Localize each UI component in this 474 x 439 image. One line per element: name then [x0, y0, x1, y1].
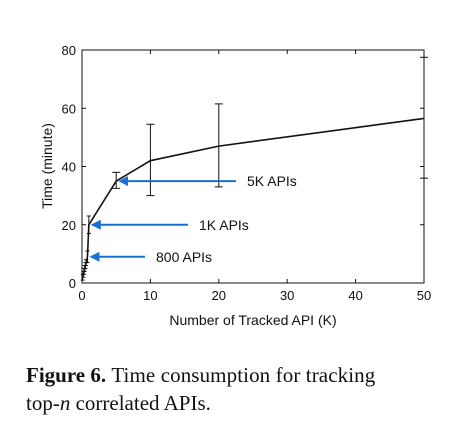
annotation-layer: 5K APIs 1K APIs 800 APIs [89, 173, 297, 265]
caption-label: Figure 6. [26, 363, 107, 387]
y-tick-label: 40 [62, 160, 76, 175]
y-tick-label: 0 [69, 276, 76, 291]
caption-line-2: top-n correlated APIs. [26, 390, 211, 417]
x-tick-label: 20 [212, 288, 226, 303]
plot-frame [81, 49, 425, 284]
series-layer [80, 56, 428, 281]
x-tick-label: 50 [417, 288, 431, 303]
chart: 0 10 20 30 40 50 0 20 40 60 80 5K APIs 1K APIs 800 A… [39, 43, 432, 328]
caption-text-1: Time consumption for tracking [111, 363, 376, 387]
x-tick-label: 40 [348, 288, 362, 303]
caption-text-2c: correlated APIs. [70, 391, 211, 415]
x-tick-label: 0 [78, 288, 85, 303]
y-axis-label: Time (minute) [39, 123, 55, 209]
annotation-label: 1K APIs [199, 217, 249, 233]
caption-text-2a: top- [26, 391, 60, 415]
series-line [81, 117, 425, 278]
x-tick-label: 30 [280, 288, 294, 303]
chart-svg: 0 10 20 30 40 50 0 20 40 60 80 5K APIs 1K APIs 800 A… [39, 43, 432, 328]
caption-line-1: Figure 6. Time consumption for tracking [26, 362, 375, 389]
x-tick-label: 10 [143, 288, 157, 303]
axis-ticks: 0 10 20 30 40 50 0 20 40 60 80 [62, 43, 432, 303]
y-tick-label: 80 [62, 43, 76, 58]
y-tick-label: 20 [62, 218, 76, 233]
caption-text-2b: n [59, 391, 71, 415]
x-axis-label: Number of Tracked API (K) [169, 312, 336, 328]
annotation-label: 5K APIs [247, 173, 297, 189]
annotation-label: 800 APIs [156, 249, 212, 265]
y-tick-label: 60 [62, 101, 76, 116]
